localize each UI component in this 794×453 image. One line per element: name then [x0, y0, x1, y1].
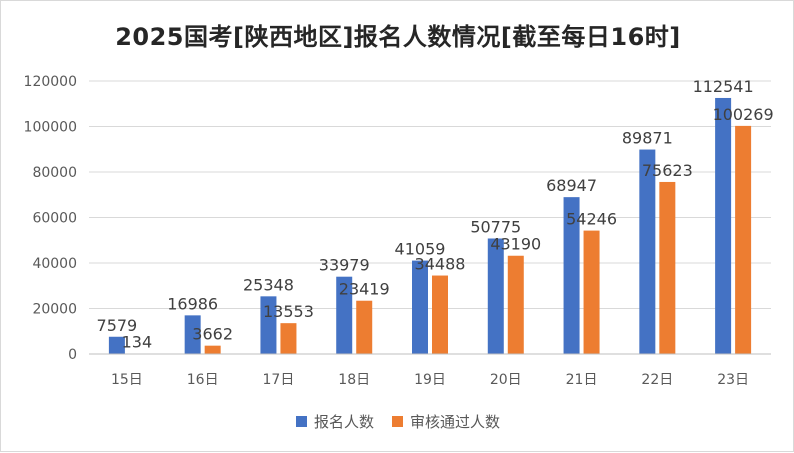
x-tick-label: 16日 — [187, 372, 219, 388]
data-label-series-2: 3662 — [192, 325, 233, 344]
legend-swatch-series-2 — [392, 416, 403, 427]
data-label-series-2: 43190 — [490, 235, 541, 254]
bar-series-1 — [639, 150, 655, 354]
data-label-series-1: 33979 — [319, 256, 370, 275]
data-label-series-2: 13553 — [263, 302, 314, 321]
data-label-series-1: 89871 — [622, 129, 673, 148]
x-tick-label: 20日 — [490, 372, 522, 388]
x-tick-label: 17日 — [263, 372, 295, 388]
legend-label-series-2: 审核通过人数 — [410, 411, 500, 432]
data-label-series-2: 23419 — [339, 280, 390, 299]
data-label-series-1: 16986 — [167, 294, 218, 313]
y-tick-label: 80000 — [32, 165, 77, 181]
x-tick-label: 23日 — [717, 372, 749, 388]
data-label-series-2: 100269 — [713, 105, 774, 124]
y-tick-label: 60000 — [32, 211, 77, 227]
legend: 报名人数 审核通过人数 — [1, 411, 794, 432]
y-tick-label: 120000 — [24, 74, 77, 90]
x-tick-label: 22日 — [641, 372, 673, 388]
x-tick-label: 19日 — [414, 372, 446, 388]
data-label-series-1: 112541 — [693, 77, 754, 96]
data-label-series-2: 75623 — [642, 161, 693, 180]
bar-series-2 — [584, 231, 600, 354]
bar-series-2 — [432, 276, 448, 354]
y-tick-label: 20000 — [32, 302, 77, 318]
data-label-series-1: 25348 — [243, 275, 294, 294]
data-label-series-1: 68947 — [546, 176, 597, 195]
data-label-series-2: 54246 — [566, 210, 617, 229]
legend-swatch-series-1 — [296, 416, 307, 427]
data-label-series-2: 134 — [122, 333, 153, 352]
legend-label-series-1: 报名人数 — [314, 411, 374, 432]
bar-series-2 — [735, 126, 751, 354]
y-tick-label: 100000 — [24, 120, 77, 136]
legend-item-series-2: 审核通过人数 — [392, 411, 500, 432]
x-tick-label: 21日 — [566, 372, 598, 388]
x-tick-label: 18日 — [338, 372, 370, 388]
y-tick-label: 0 — [68, 347, 77, 363]
x-tick-label: 15日 — [111, 372, 143, 388]
bar-series-1 — [412, 261, 428, 354]
bar-series-1 — [715, 98, 731, 354]
bar-series-1 — [488, 238, 504, 354]
legend-item-series-1: 报名人数 — [296, 411, 374, 432]
data-label-series-2: 34488 — [415, 255, 466, 274]
bar-series-2 — [508, 256, 524, 354]
bar-series-2 — [205, 346, 221, 354]
bar-series-2 — [659, 182, 675, 354]
bar-series-2 — [356, 301, 372, 354]
bar-series-2 — [280, 323, 296, 354]
y-tick-label: 40000 — [32, 256, 77, 272]
data-label-series-1: 50775 — [470, 217, 521, 236]
